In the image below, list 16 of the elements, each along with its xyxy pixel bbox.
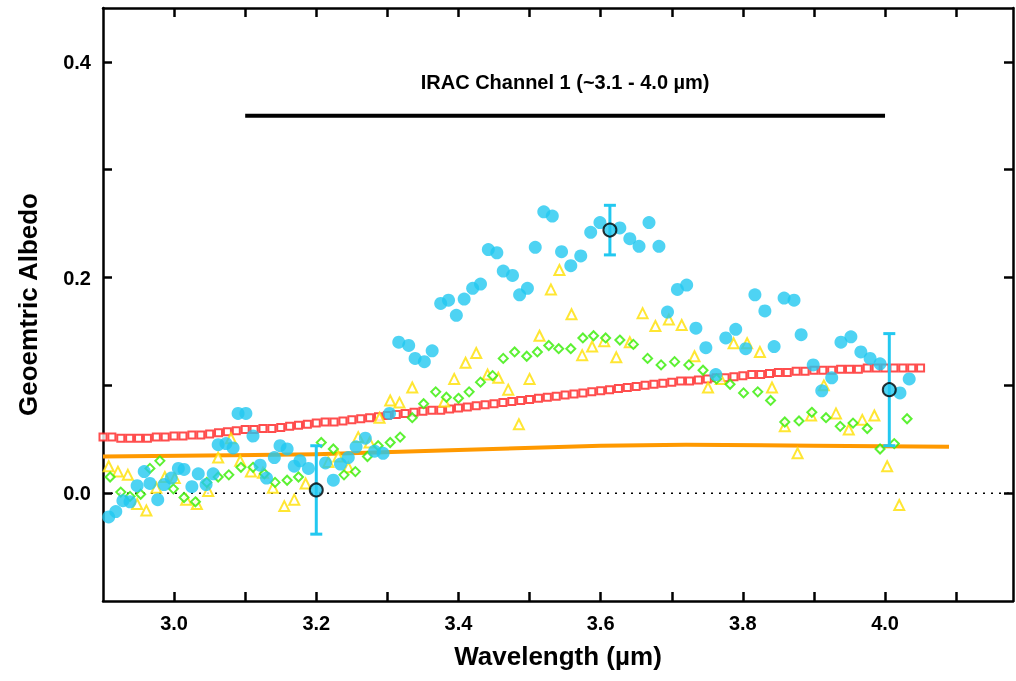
x-tick-label: 3.2	[302, 612, 331, 634]
y-axis-title: Geoemtric Albedo	[13, 193, 43, 416]
x-tick-label: 3.8	[728, 612, 757, 634]
y-tick-label: 0.2	[63, 266, 91, 289]
x-tick-label: 3.4	[444, 612, 474, 634]
x-tick-label: 3.6	[586, 612, 615, 634]
point	[308, 482, 324, 498]
x-axis-title: Wavelength (µm)	[454, 641, 662, 671]
series-label: IRAC Channel 1 (~3.1 - 4.0 µm)	[420, 70, 710, 93]
y-tick-label: 0.0	[63, 482, 91, 505]
line-series	[101, 442, 952, 459]
point	[602, 222, 618, 238]
point	[881, 382, 897, 398]
x-tick-label: 3.0	[160, 612, 188, 634]
x-tick-label: 4.0	[871, 612, 899, 634]
y-tick-label: 0.4	[63, 50, 92, 73]
